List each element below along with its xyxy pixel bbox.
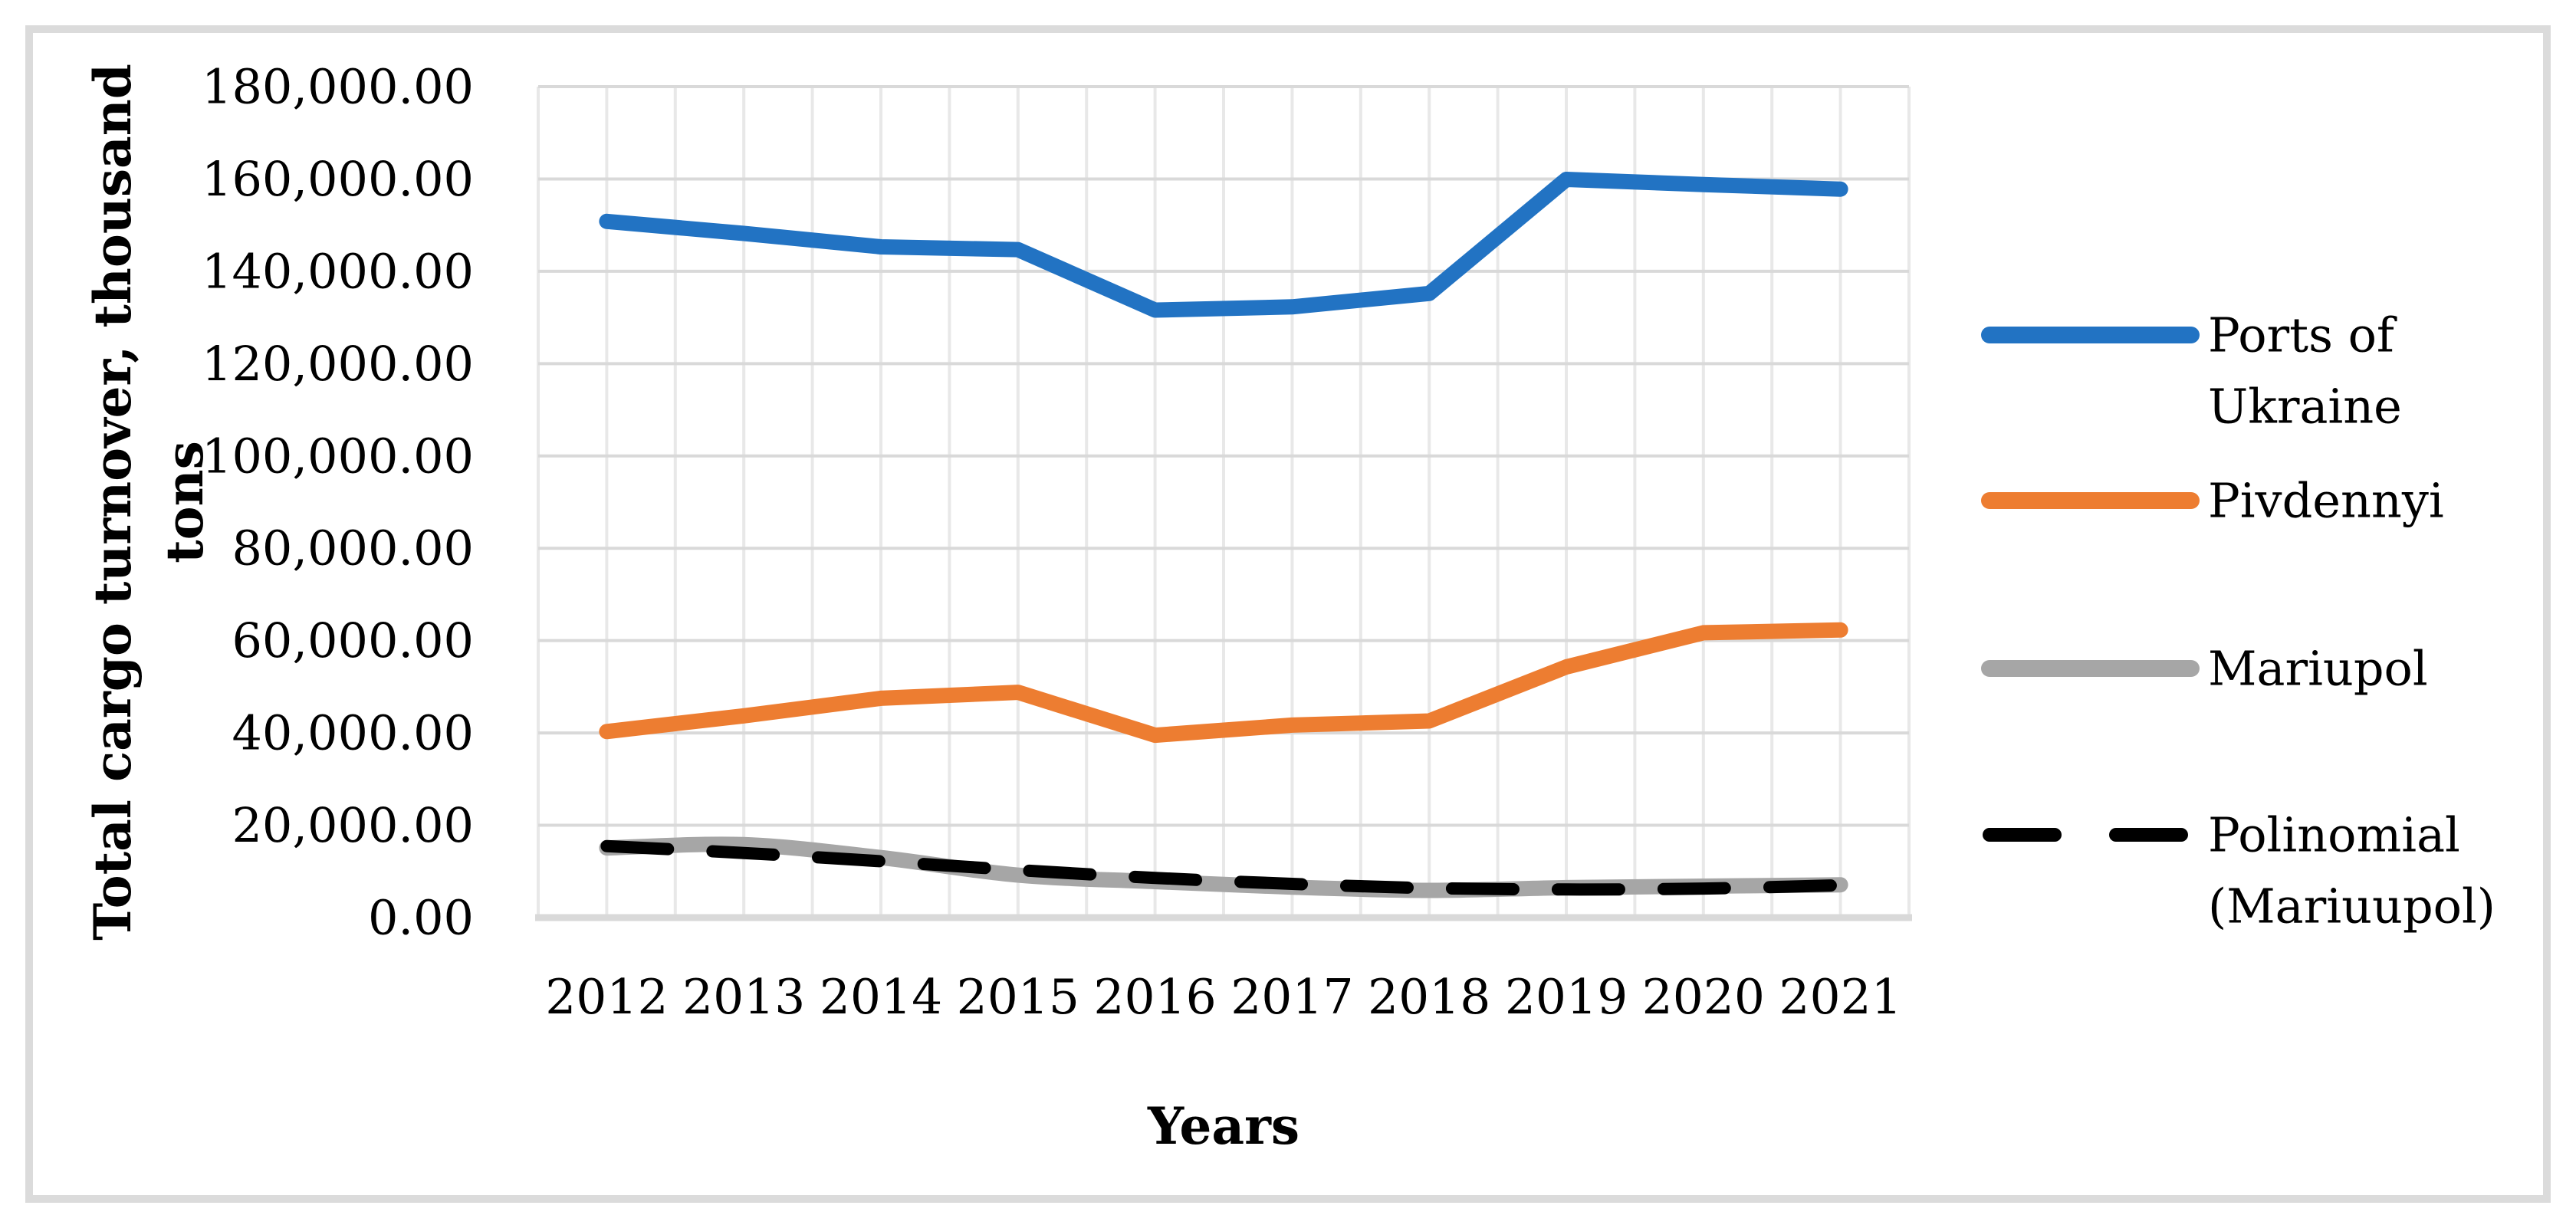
y-axis-title-line1: Total cargo turnover, thousand xyxy=(83,64,143,941)
y-tick-label: 120,000.00 xyxy=(202,336,474,392)
x-tick-label: 2019 xyxy=(1505,969,1628,1025)
x-tick-label: 2016 xyxy=(1093,969,1216,1025)
legend: Ports of Ukraine Pivdennyi Mariupol Polinomi… xyxy=(1981,307,2496,934)
y-tick-label: 160,000.00 xyxy=(202,151,474,207)
y-tick-label: 100,000.00 xyxy=(202,428,474,484)
y-tick-label: 140,000.00 xyxy=(202,243,474,299)
legend-label: Ukraine xyxy=(2208,379,2402,435)
y-tick-label: 180,000.00 xyxy=(202,59,474,115)
legend-label: Pivdennyi xyxy=(2208,473,2444,529)
legend-label: Ports of xyxy=(2208,307,2397,363)
legend-label: Polinomial xyxy=(2208,807,2460,863)
x-axis-title: Years xyxy=(1147,1096,1300,1156)
legend-label: Mariupol xyxy=(2208,641,2428,697)
data-series xyxy=(599,172,1848,898)
y-tick-label: 20,000.00 xyxy=(232,797,474,853)
legend-item-pivdennyi: Pivdennyi xyxy=(1981,473,2444,529)
legend-item-ports-of-ukraine: Ports of Ukraine xyxy=(1981,307,2402,435)
gridlines xyxy=(537,85,1911,919)
x-tick-label: 2018 xyxy=(1368,969,1490,1025)
x-tick-label: 2021 xyxy=(1779,969,1901,1025)
figure-border xyxy=(25,25,2551,1203)
x-axis-tick-labels: 2012 2013 2014 2015 2016 2017 2018 2019 2020 2021 xyxy=(545,969,1902,1025)
y-tick-label: 80,000.00 xyxy=(232,521,474,576)
x-tick-label: 2015 xyxy=(957,969,1079,1025)
x-tick-label: 2020 xyxy=(1642,969,1765,1025)
x-tick-label: 2012 xyxy=(545,969,668,1025)
series-line-ports-of-ukraine xyxy=(599,172,1848,318)
x-tick-label: 2013 xyxy=(682,969,805,1025)
series-line-mariupol xyxy=(599,836,1848,898)
x-tick-label: 2017 xyxy=(1230,969,1353,1025)
legend-label: (Mariuupol) xyxy=(2208,879,2496,934)
series-line-polinomial-mariuupol- xyxy=(600,839,1847,896)
y-axis-title-line2: tons xyxy=(155,441,215,563)
x-tick-label: 2014 xyxy=(820,969,942,1025)
y-tick-label: 0.00 xyxy=(368,890,474,946)
y-axis-tick-labels: 0.00 20,000.00 40,000.00 60,000.00 80,000.00… xyxy=(202,59,474,946)
legend-item-polinomial-mariuupol-: Polinomial (Mariuupol) xyxy=(1983,807,2496,934)
series-line-pivdennyi xyxy=(599,622,1848,744)
legend-item-mariupol: Mariupol xyxy=(1981,641,2428,697)
y-tick-label: 40,000.00 xyxy=(232,705,474,761)
y-tick-label: 60,000.00 xyxy=(232,612,474,668)
